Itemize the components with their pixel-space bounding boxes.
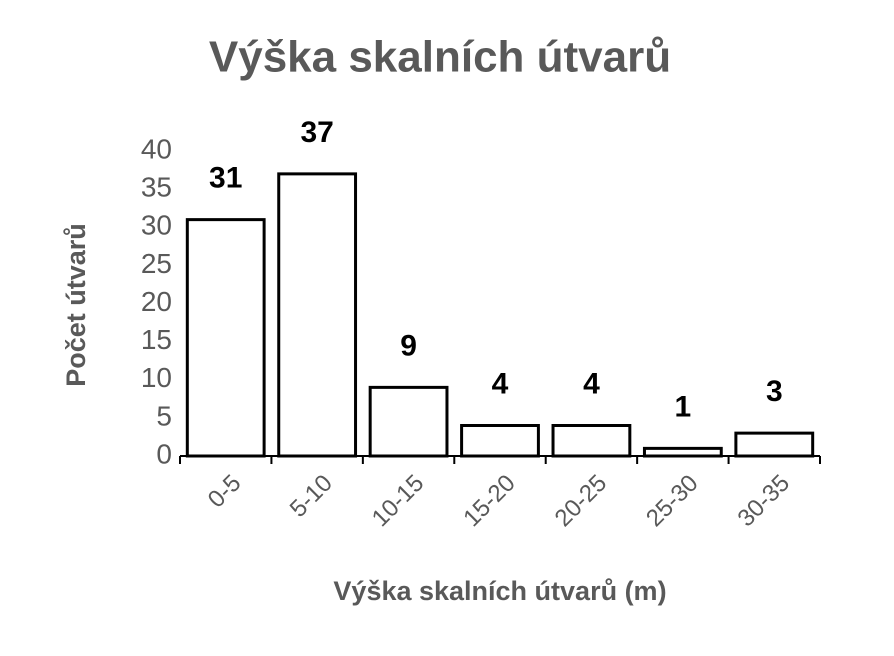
- bar: [551, 424, 632, 458]
- x-tick-label: 15-20: [458, 470, 521, 533]
- value-label: 1: [675, 390, 692, 423]
- value-label: 37: [300, 116, 333, 149]
- y-tick-label: 40: [141, 133, 172, 164]
- value-label: 4: [583, 367, 600, 400]
- value-label: 9: [400, 329, 417, 362]
- y-tick-label: 10: [141, 362, 172, 393]
- value-label: 3: [766, 375, 783, 408]
- bar: [734, 431, 815, 458]
- bar: [368, 385, 449, 458]
- x-axis-label: Výška skalních útvarů (m): [333, 576, 666, 606]
- value-label: 4: [492, 367, 509, 400]
- y-tick-label: 5: [156, 400, 172, 431]
- chart-title: Výška skalních útvarů: [209, 33, 671, 82]
- bar: [185, 218, 266, 458]
- bar: [277, 172, 358, 458]
- y-axis-label: Počet útvarů: [61, 223, 91, 387]
- x-tick-label: 20-25: [550, 470, 613, 533]
- value-label: 31: [209, 162, 242, 195]
- x-tick-label: 5-10: [285, 470, 338, 523]
- bar: [642, 446, 723, 458]
- x-tick-label: 30-35: [733, 470, 796, 533]
- y-tick-label: 0: [156, 438, 172, 469]
- x-tick-label: 10-15: [367, 470, 430, 533]
- y-tick-label: 25: [141, 248, 172, 279]
- x-tick-label: 0-5: [203, 470, 247, 514]
- y-tick-label: 30: [141, 210, 172, 241]
- y-tick-label: 20: [141, 286, 172, 317]
- y-tick-label: 15: [141, 324, 172, 355]
- y-tick-label: 35: [141, 172, 172, 203]
- bar: [460, 424, 540, 458]
- x-tick-label: 25-30: [641, 470, 704, 533]
